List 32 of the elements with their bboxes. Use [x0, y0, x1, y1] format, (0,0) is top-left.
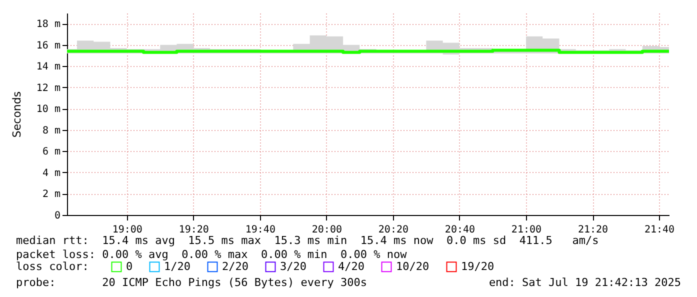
text: packet loss: 0.00 % avg 0.00 % max 0.00 % min 0.00 % now	[16, 248, 407, 261]
legend-title: loss color:	[16, 260, 89, 273]
y-tick-label: 18 m	[36, 19, 60, 30]
y-tick-label: 12 m	[36, 82, 60, 94]
x-tick-label: 21:40	[644, 224, 675, 236]
legend-label: 4/20	[338, 260, 364, 273]
y-tick-label: 6 m	[42, 146, 60, 158]
y-tick-label: 10 m	[36, 104, 60, 116]
x-tick-label: 21:00	[511, 224, 542, 236]
y-tick-label: 8 m	[42, 125, 60, 136]
legend-label: 2/20	[222, 260, 248, 273]
legend-label: 19/20	[461, 260, 494, 273]
text: end: Sat Jul 19 21:42:13 2025	[488, 276, 681, 289]
y-tick-label: 4 m	[42, 168, 60, 179]
y-axis-title: Seconds	[10, 91, 24, 138]
x-tick-label: 19:40	[245, 224, 276, 236]
text: median rtt: 15.4 ms avg 15.5 ms max 15.3 ms min 15.4 ms now 0.0 ms sd 411.5 am/s	[16, 234, 599, 247]
x-tick-label: 20:20	[378, 224, 408, 236]
legend-label: 3/20	[280, 260, 306, 273]
x-tick-label: 20:40	[444, 224, 476, 236]
x-tick-label: 19:00	[112, 224, 142, 236]
x-tick-label: 19:20	[178, 224, 209, 236]
legend-label: 0	[126, 260, 133, 273]
y-tick-label: 0	[54, 210, 60, 222]
text: probe: 20 ICMP Echo Pings (56 Bytes) every 300s	[16, 276, 367, 289]
y-tick-label: 14 m	[36, 62, 60, 73]
x-tick-label: 21:20	[578, 224, 608, 236]
legend-label: 10/20	[396, 260, 430, 273]
y-tick-label: 16 m	[36, 40, 60, 52]
legend-label: 1/20	[164, 260, 190, 273]
x-tick-label: 20:00	[312, 224, 342, 236]
y-tick-label: 2 m	[42, 189, 60, 200]
